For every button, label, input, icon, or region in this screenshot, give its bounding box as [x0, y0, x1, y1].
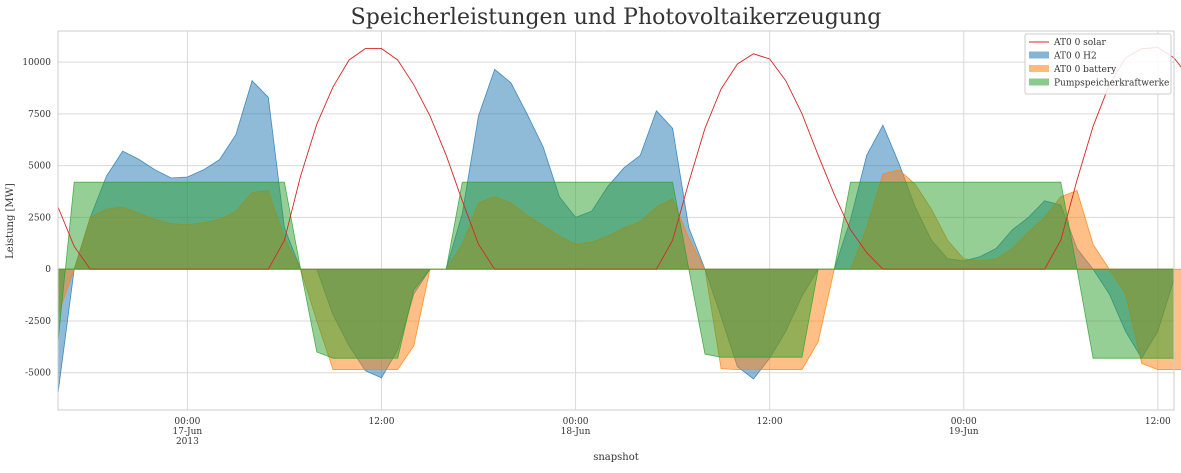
- y-tick-label: 7500: [28, 110, 51, 120]
- x-axis-label: snapshot: [593, 452, 639, 463]
- y-tick-label: 10000: [22, 58, 51, 68]
- x-tick-label: 12:00: [369, 417, 395, 427]
- x-tick-label: 00:00: [174, 417, 200, 427]
- x-tick-label: 00:00: [563, 417, 589, 427]
- y-axis-label: Leistung [MW]: [5, 183, 16, 259]
- legend-swatch: [1029, 65, 1049, 72]
- plot-frame: [57, 30, 1175, 411]
- plot-area: [57, 68, 1181, 394]
- series-area-pumpspeicherkraftwerke: [57, 181, 1175, 359]
- chart-title: Speicherleistungen und Photovoltaikerzeu…: [351, 5, 882, 30]
- solar-line-layer: [57, 47, 1181, 270]
- legend-label: AT0 0 battery: [1053, 65, 1117, 75]
- x-tick-label: 18-Jun: [561, 427, 591, 437]
- y-tick-label: 0: [45, 265, 51, 275]
- x-tick-label: 19-Jun: [949, 427, 979, 437]
- series-line-at0-0-solar: [57, 47, 1181, 270]
- x-tick-label: 12:00: [1145, 417, 1171, 427]
- y-tick-label: -2500: [25, 317, 51, 327]
- legend-label: Pumpspeicherkraftwerke: [1054, 79, 1169, 89]
- y-tick-label: 2500: [28, 213, 51, 223]
- legend-swatch: [1029, 78, 1049, 86]
- tick-labels: -5000-250002500500075001000000:0017-Jun2…: [22, 58, 1171, 447]
- x-tick-label: 2013: [176, 437, 199, 447]
- legend: AT0 0 solar AT0 0 H2 AT0 0 battery Pumpspei…: [1024, 33, 1172, 95]
- x-tick-label: 00:00: [951, 417, 977, 427]
- y-tick-label: 5000: [28, 162, 51, 172]
- legend-swatch: [1029, 51, 1049, 59]
- x-tick-label: 17-Jun: [173, 427, 203, 437]
- legend-label: AT0 0 H2: [1053, 52, 1097, 62]
- y-tick-label: -5000: [25, 369, 51, 379]
- legend-box: [1024, 33, 1172, 95]
- legend-label: AT0 0 solar: [1053, 38, 1106, 48]
- x-tick-label: 12:00: [757, 417, 783, 427]
